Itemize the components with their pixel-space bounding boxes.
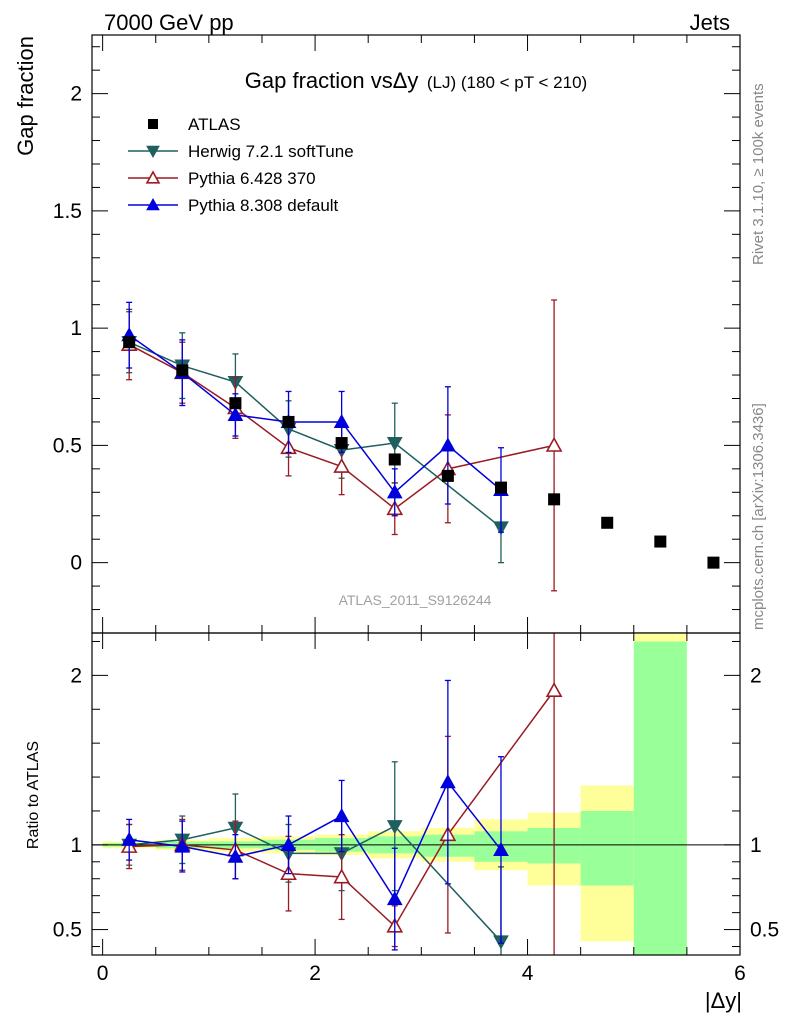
ratio-y-tick-label: 1 [70, 834, 82, 857]
series-marker [440, 774, 456, 789]
legend-label: Herwig 7.2.1 softTune [188, 142, 354, 161]
data-point-marker [229, 397, 242, 410]
plot-title-sub: (LJ) (180 < pT < 210) [427, 73, 587, 92]
series-marker [145, 170, 161, 184]
y-tick-label: 0.5 [53, 434, 82, 457]
series-marker [146, 197, 160, 211]
rivet-label: Rivet 3.1.10, ≥ 100k events [750, 83, 767, 265]
ratio-band-green [580, 810, 634, 886]
series-marker [227, 848, 244, 863]
ratio-y-tick-label: 0.5 [53, 919, 82, 942]
series-line [128, 343, 555, 510]
data-point-marker [707, 556, 720, 569]
series-marker [386, 484, 403, 499]
series-marker [333, 868, 350, 884]
bottom-frame [91, 632, 741, 956]
x-tick-label: 2 [309, 962, 321, 985]
data-point-marker [335, 437, 348, 450]
ratio-band-green [633, 641, 687, 955]
y-axis-label-bottom: Ratio to ATLAS [25, 741, 42, 849]
y-tick-label: 1 [70, 317, 82, 340]
legend-label: ATLAS [188, 115, 241, 134]
ratio-y-tick-label-right: 2 [750, 664, 762, 687]
series-marker [333, 457, 350, 473]
watermark: ATLAS_2011_S9126244 [339, 592, 492, 608]
data-point-marker [282, 415, 295, 428]
series-marker [386, 891, 403, 906]
series-marker [440, 437, 456, 452]
y-tick-label: 0 [70, 552, 82, 575]
series-marker [386, 436, 403, 452]
plot-title: Gap fraction vsΔy (LJ) (180 < pT < 210) [245, 68, 587, 93]
x-axis-label: |Δy| [705, 988, 742, 1013]
series-marker [333, 808, 350, 823]
ratio-y-tick-label-right: 0.5 [750, 919, 779, 942]
series-marker [545, 681, 563, 698]
series-atlas [123, 336, 720, 569]
data-point-marker [601, 516, 614, 529]
data-point-marker [123, 336, 136, 349]
ratio-series-line [129, 690, 555, 928]
ratio-series-line [129, 780, 502, 901]
ratio-series-pythia-8-308-default [121, 679, 509, 951]
data-point-marker [176, 364, 189, 377]
y-tick-label: 2 [70, 83, 82, 106]
series-marker [174, 838, 191, 853]
series-marker [545, 436, 563, 452]
plot-title-main: Gap fraction vsΔy [245, 68, 419, 93]
data-point-marker [441, 469, 454, 482]
series-marker [280, 836, 297, 851]
legend-label: Pythia 8.308 default [188, 196, 339, 215]
bottom-panel: 0.5 0.5 1 1 2 2 0 2 4 6 Ratio to ATLAS |Δy| [25, 35, 779, 1013]
data-point-marker [548, 493, 561, 506]
data-point-marker [148, 119, 158, 129]
header-right: Jets [690, 10, 730, 35]
legend-label: Pythia 6.428 370 [188, 169, 316, 188]
mcplots-label: mcplots.cern.ch [arXiv:1306.3436] [750, 403, 767, 630]
series-marker [493, 841, 509, 857]
ratio-y-tick-label: 2 [70, 664, 82, 687]
series-marker [386, 820, 403, 835]
x-tick-label: 0 [97, 962, 109, 985]
header-left: 7000 GeV pp [104, 10, 234, 35]
series-marker [121, 831, 138, 846]
x-tick-label: 4 [522, 962, 534, 985]
y-axis-label-top: Gap fraction [13, 36, 38, 156]
series-marker [146, 145, 160, 159]
legend: ATLAS Herwig 7.2.1 softTune Pythia 6.428 3… [128, 115, 354, 215]
series-line [128, 334, 502, 494]
data-point-marker [494, 481, 507, 494]
data-point-marker [654, 535, 667, 548]
series-marker [333, 413, 350, 429]
x-tick-label: 6 [734, 962, 746, 985]
data-point-marker [388, 453, 401, 466]
ratio-y-tick-label-right: 1 [750, 834, 762, 857]
series-marker [227, 406, 244, 422]
y-tick-label: 1.5 [53, 200, 82, 223]
